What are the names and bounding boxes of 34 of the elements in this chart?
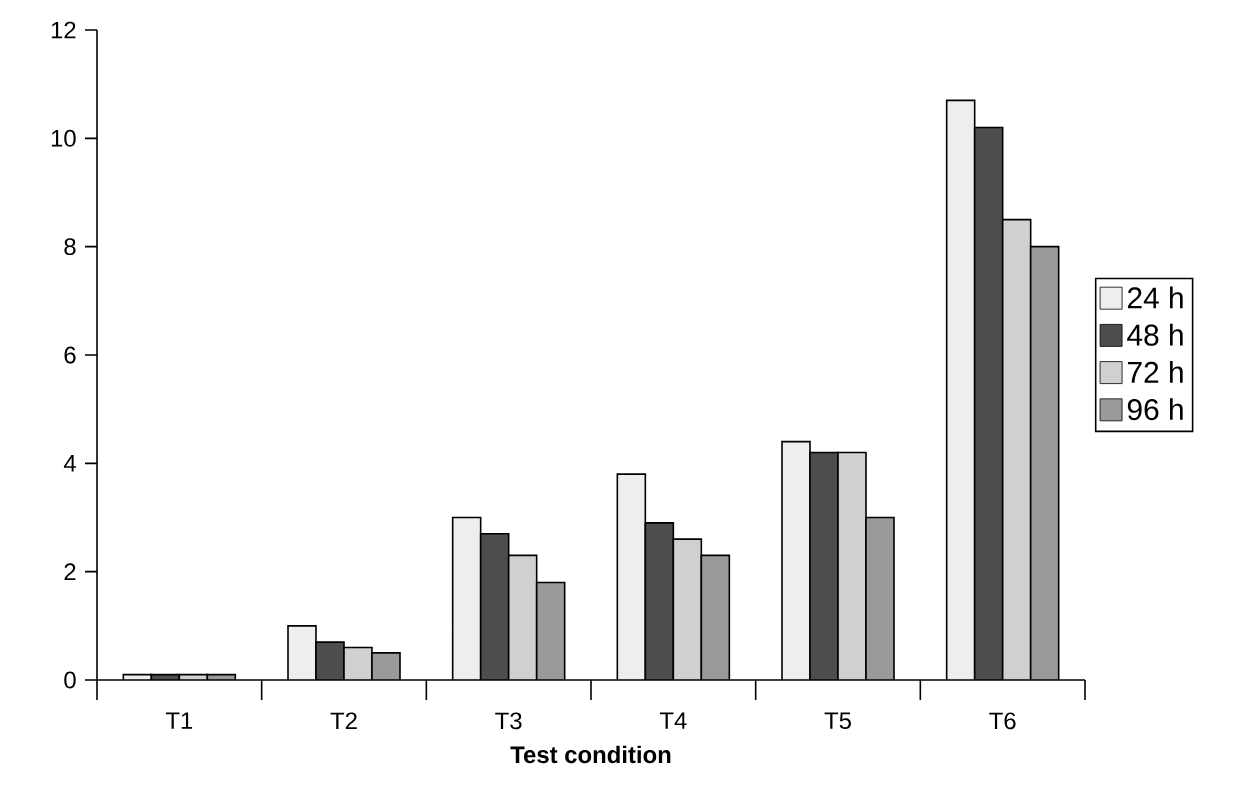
bar [838, 452, 867, 680]
legend-label: 96 h [1127, 398, 1183, 421]
bar [1029, 245, 1060, 680]
bar [782, 441, 811, 680]
x-tick-label: T3 [495, 712, 522, 730]
bar [866, 517, 895, 680]
bar [701, 555, 730, 680]
x-tick-label: T6 [989, 712, 1016, 730]
bar [973, 126, 1004, 680]
x-tick-label: T1 [165, 712, 193, 729]
bar [645, 522, 674, 680]
legend-label: 72 h [1127, 360, 1183, 383]
y-tick-label: 2 [64, 563, 76, 581]
bar [1001, 218, 1032, 680]
bar [617, 474, 646, 680]
y-tick-label: 4 [63, 455, 76, 472]
legend-label: 48 h [1127, 323, 1183, 346]
legend-label: 24 h [1127, 286, 1183, 309]
x-tick-label: T2 [330, 712, 357, 730]
y-tick-label: 0 [64, 671, 76, 689]
y-tick-label: 6 [64, 346, 76, 364]
bar [945, 99, 976, 680]
bar [536, 582, 565, 680]
x-tick-label: T5 [824, 712, 851, 730]
y-tick-label: 12 [51, 21, 76, 39]
bar [508, 555, 537, 680]
bar [452, 517, 481, 680]
y-tick-label: 10 [51, 129, 76, 147]
bar [810, 452, 839, 680]
x-tick-label: T4 [659, 712, 687, 729]
bar [480, 533, 509, 680]
y-tick-label: 8 [64, 238, 76, 256]
x-axis-title: Test condition [510, 745, 671, 764]
bar [673, 539, 702, 680]
